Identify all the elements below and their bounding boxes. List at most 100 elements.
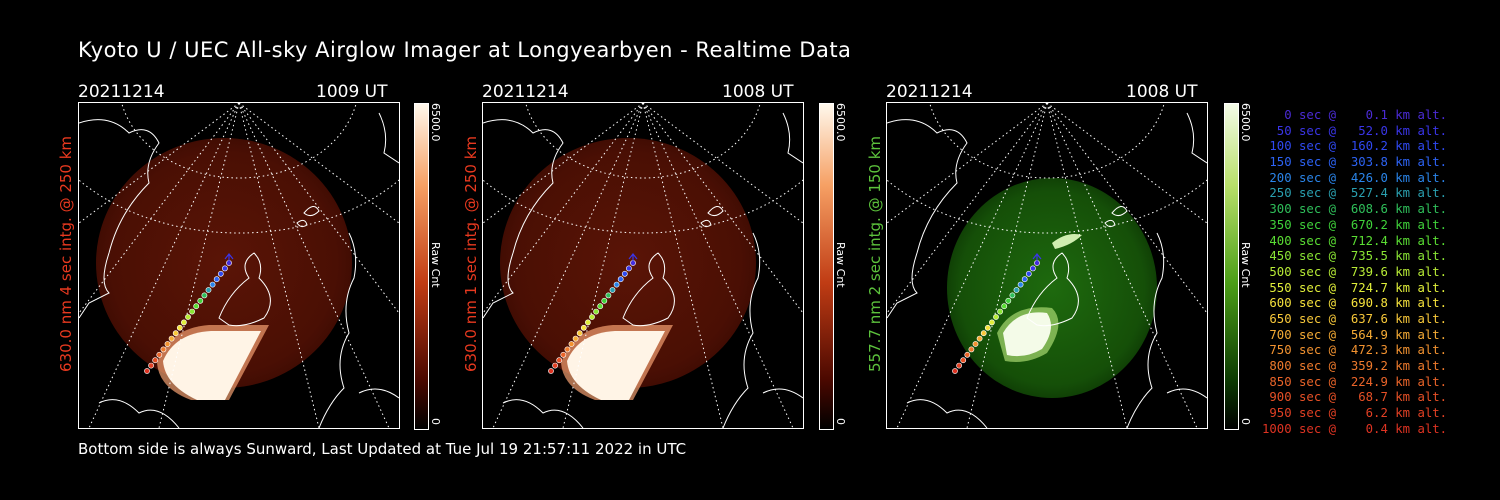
trajectory-point (556, 357, 563, 364)
trajectory-point (1025, 270, 1032, 277)
trajectory-point (176, 324, 183, 331)
latitude-circle (79, 179, 399, 234)
coastline (782, 112, 803, 164)
trajectory-point (976, 335, 983, 342)
legend-row: 200 sec @ 426.0 km alt. (1262, 170, 1448, 185)
longitude-line (492, 103, 644, 428)
coastline (378, 112, 399, 164)
trajectory-point (964, 351, 971, 358)
trajectory-point (548, 368, 554, 374)
trajectory-point (993, 314, 999, 320)
trajectory-point (601, 297, 608, 304)
coastline (887, 119, 968, 319)
longitude-line (1046, 103, 1198, 428)
legend-row: 600 sec @ 690.8 km alt. (1262, 296, 1448, 311)
trajectory-point (560, 351, 567, 358)
panel-3-colorbar (1224, 103, 1239, 430)
trajectory-point (1009, 292, 1016, 299)
sky-disk (500, 138, 756, 388)
coastline (98, 399, 180, 428)
coastline (906, 399, 988, 428)
panel-2-colorbar (819, 103, 834, 430)
trajectory-point (593, 308, 599, 315)
panel-1-colorbar-min: 0 (429, 418, 442, 425)
longitude-line (483, 103, 644, 224)
panel-1-image (78, 102, 400, 429)
trajectory-point (156, 351, 163, 358)
trajectory-point (1029, 265, 1036, 272)
trajectory-point (552, 362, 558, 369)
panel-1-colorbar (414, 103, 429, 430)
trajectory-point (181, 319, 187, 326)
trajectory-point (193, 303, 200, 310)
longitude-line (966, 103, 1048, 428)
panel-1-time: 1009 UT (316, 82, 388, 102)
aurora-bright-region (567, 331, 665, 400)
coastline (1166, 388, 1207, 399)
trajectory-point (144, 368, 150, 374)
legend-row: 650 sec @ 637.6 km alt. (1262, 311, 1448, 326)
trajectory-point (984, 324, 991, 331)
longitude-line (896, 103, 1048, 428)
panel-1-date: 20211214 (78, 82, 165, 102)
trajectory-point (197, 297, 204, 304)
legend-row: 900 sec @ 68.7 km alt. (1262, 390, 1448, 405)
panel-2-date: 20211214 (482, 82, 569, 102)
legend-row: 750 sec @ 472.3 km alt. (1262, 343, 1448, 358)
trajectory-point (989, 319, 995, 326)
aurora-bright-region (163, 331, 261, 400)
panel-2-time: 1008 UT (722, 82, 794, 102)
trajectory-point (576, 330, 583, 337)
coastline-svalbard (622, 252, 675, 327)
trajectory-point (205, 287, 212, 293)
longitude-line (238, 103, 390, 428)
longitude-line (79, 103, 240, 224)
trajectory-point (617, 276, 624, 283)
trajectory-point (1021, 276, 1028, 283)
latitude-circle (929, 103, 1165, 179)
trajectory-point (189, 308, 195, 315)
panel-1-side-label: 630.0 nm 4 sec intg. @ 250 km (57, 135, 75, 372)
trajectory-point (217, 270, 224, 277)
trajectory-point (568, 341, 575, 347)
coastline-islands (296, 206, 320, 228)
trajectory-point (609, 287, 616, 293)
trajectory-point (997, 308, 1003, 315)
legend-row: 50 sec @ 52.0 km alt. (1262, 123, 1448, 138)
legend-row: 800 sec @ 359.2 km alt. (1262, 359, 1448, 373)
panel-3-side-label: 557.7 nm 2 sec intg. @ 150 km (866, 135, 884, 372)
coastline (722, 232, 761, 428)
launch-site-icon (1032, 253, 1042, 264)
legend-row: 400 sec @ 712.4 km alt. (1262, 233, 1448, 248)
page-title: Kyoto U / UEC All-sky Airglow Imager at … (78, 38, 852, 62)
trajectory-point (564, 346, 571, 353)
longitude-line (1046, 103, 1128, 428)
coastline-svalbard (1026, 252, 1079, 327)
footer-note: Bottom side is always Sunward, Last Upda… (78, 440, 687, 458)
panel-3-image (886, 102, 1208, 429)
legend-row: 350 sec @ 670.2 km alt. (1262, 217, 1448, 232)
legend-row: 950 sec @ 6.2 km alt. (1262, 406, 1448, 421)
longitude-line (88, 103, 240, 428)
trajectory-point (1001, 303, 1008, 310)
trajectory-point (605, 292, 612, 299)
sky-disk (96, 138, 352, 388)
coastline (502, 399, 584, 428)
trajectory-point (164, 341, 171, 347)
panel-3-colorbar-label: Raw Cnt (1239, 242, 1252, 288)
trajectory-point (148, 362, 154, 369)
panel-3-time: 1008 UT (1126, 82, 1198, 102)
legend-row: 450 sec @ 735.5 km alt. (1262, 249, 1448, 264)
panel-3-colorbar-max: 6500.0 (1239, 103, 1252, 142)
panel-2-colorbar-min: 0 (834, 418, 847, 425)
legend-row: 700 sec @ 564.9 km alt. (1262, 327, 1448, 342)
coastline (1126, 232, 1165, 428)
legend-row: 1000 sec @ 0.4 km alt. (1262, 421, 1448, 436)
trajectory-point (209, 281, 216, 288)
trajectory-point (1005, 297, 1012, 304)
trajectory-point (580, 324, 587, 331)
legend-row: 300 sec @ 608.6 km alt. (1262, 202, 1448, 217)
aurora-bright-region (1003, 312, 1051, 357)
panel-2-colorbar-label: Raw Cnt (834, 242, 847, 288)
coastline (79, 119, 160, 319)
